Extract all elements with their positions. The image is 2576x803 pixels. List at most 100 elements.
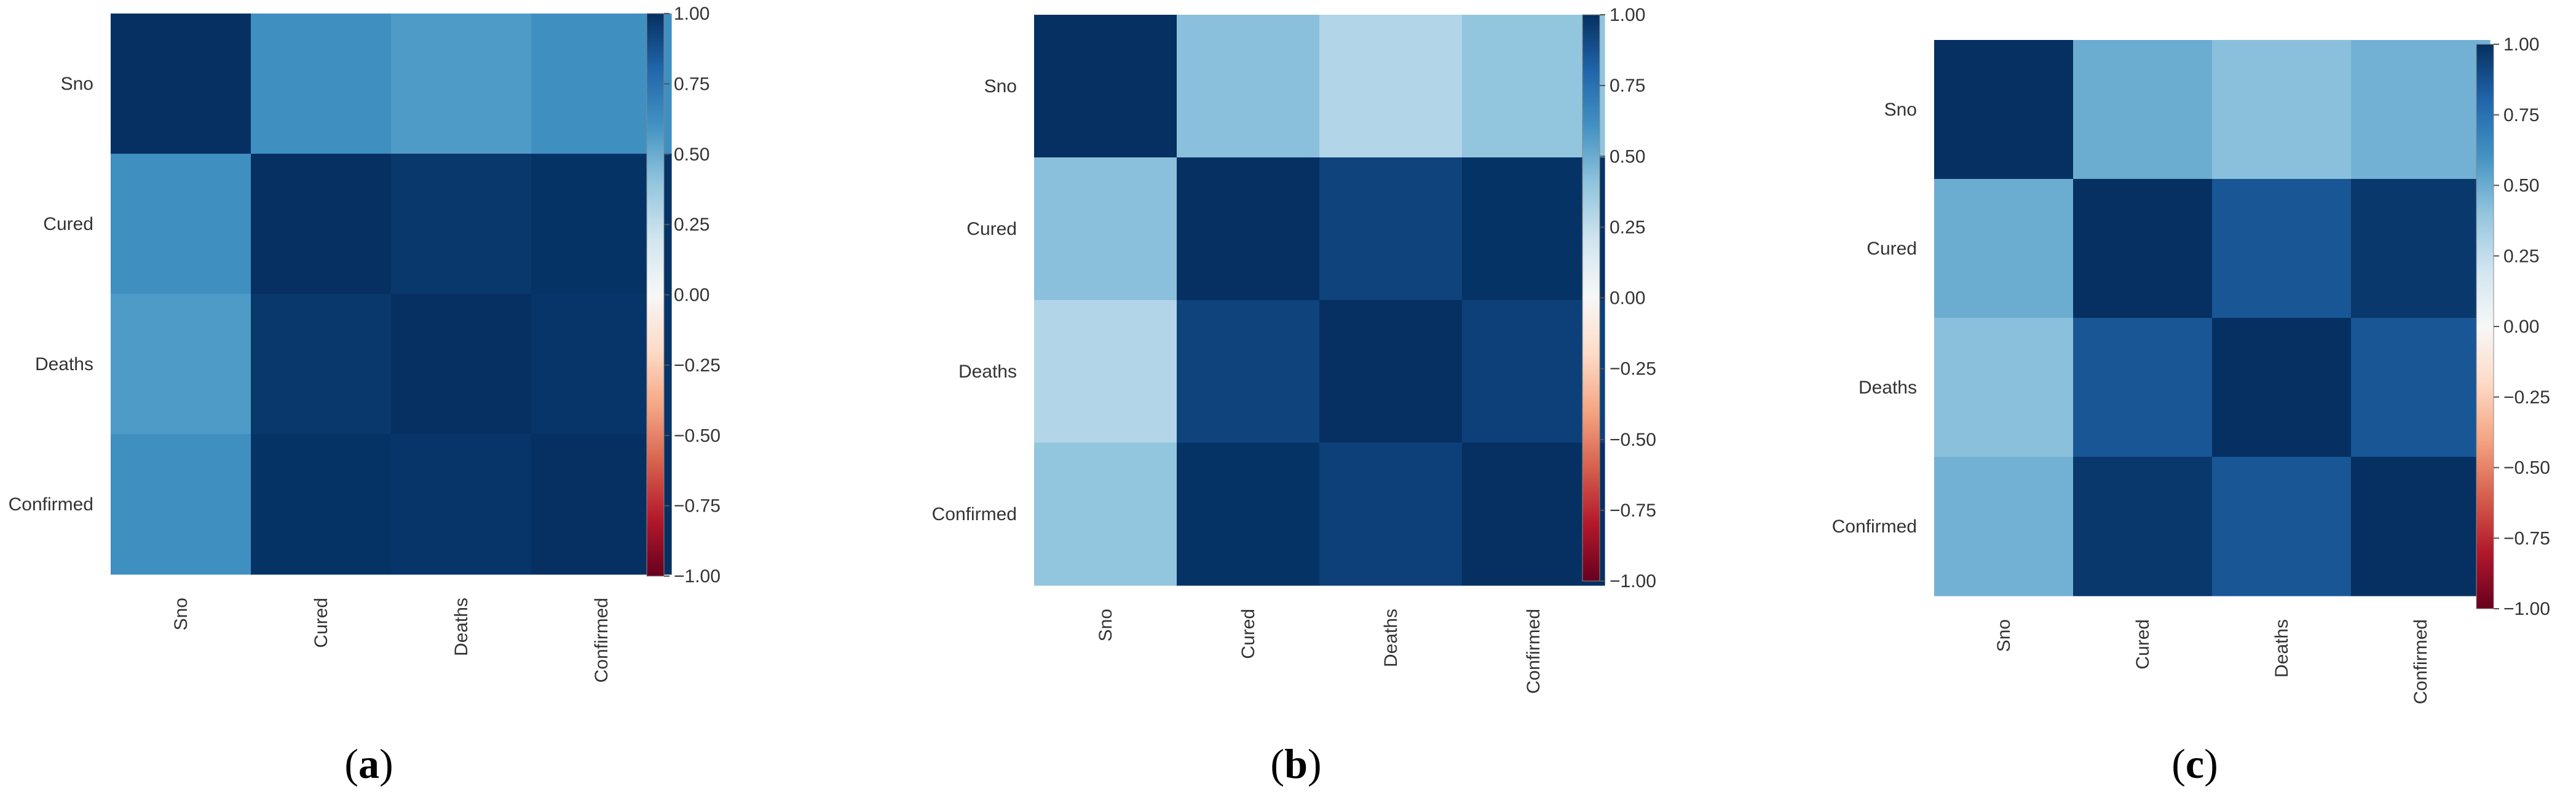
heatmap-cell-deaths-cured (251, 294, 392, 435)
heatmap-cell-confirmed-cured (1177, 443, 1320, 586)
colorbar-tick-label: 1.00 (1610, 5, 1645, 25)
colorbar-tick-label: 0.00 (2503, 317, 2539, 337)
y-tick-label: Sno (1884, 100, 1917, 120)
x-tick-label: Deaths (1381, 609, 1401, 667)
heatmap-cell-cured-confirmed (2351, 179, 2491, 318)
colorbar-tick-label: −0.25 (1610, 359, 1656, 379)
heatmap-cell-sno-cured (251, 14, 392, 154)
heatmap-cell-deaths-confirmed (2351, 318, 2491, 457)
colorbar-tick-label: 0.50 (1610, 146, 1645, 167)
y-tick-label: Sno (984, 76, 1017, 97)
colorbar-tick-label: 0.25 (674, 215, 709, 235)
colorbar-tick-label: −0.75 (1610, 500, 1656, 521)
heatmap-panel-c: Sno Cured Deaths Confirmed Sno Cured Deaths Con… (1832, 34, 2550, 787)
colorbar-tick-label: 0.25 (1610, 217, 1645, 237)
heatmap-cell-cured-deaths (1319, 157, 1463, 301)
heatmap-cell-deaths-confirmed (1462, 300, 1605, 443)
y-tick-label: Deaths (1859, 378, 1917, 398)
colorbar-tick-label: −0.25 (674, 355, 721, 376)
colorbar-tick-label: 0.00 (1610, 288, 1645, 309)
colorbar-tick-label: 0.25 (2503, 246, 2539, 266)
y-tick-label: Confirmed (932, 504, 1017, 524)
panel-label: (a) (344, 740, 393, 787)
x-tick-label: Cured (1238, 609, 1258, 659)
heatmap-cell-cured-cured (1177, 157, 1320, 301)
panel-label: (b) (1270, 740, 1321, 787)
heatmap-panel-a: Sno Cured Deaths Confirmed Sno Cured Deaths Con… (9, 4, 721, 787)
heatmap-cell-deaths-deaths (2212, 318, 2352, 457)
colorbar-tick-label: −0.25 (2503, 387, 2550, 408)
panel-label: (c) (2171, 740, 2218, 787)
heatmap-cell-confirmed-deaths (1319, 443, 1463, 586)
heatmap-cell-cured-sno (1034, 157, 1177, 301)
colorbar-tick-label: 0.00 (674, 285, 709, 306)
y-tick-label: Deaths (35, 354, 93, 374)
heatmap-cell-sno-confirmed (1462, 15, 1605, 158)
heatmap-cell-deaths-deaths (1319, 300, 1463, 443)
x-tick-label: Confirmed (1523, 609, 1544, 694)
heatmap-cell-deaths-deaths (391, 294, 532, 435)
heatmap-cell-cured-sno (1934, 179, 2074, 318)
heatmap-cell-sno-sno (111, 14, 251, 154)
colorbar-tick-label: −0.75 (2503, 528, 2550, 548)
colorbar-tick-label: 0.75 (674, 74, 709, 94)
y-tick-label: Cured (966, 219, 1017, 239)
heatmap-cell-confirmed-cured (251, 434, 392, 575)
colorbar-tick-label: −0.50 (674, 425, 721, 446)
heatmap-cell-confirmed-deaths (391, 434, 532, 575)
colorbar-tick-label: −0.50 (1610, 430, 1656, 450)
x-tick-label: Cured (2133, 619, 2153, 670)
colorbar-tick-label: 0.75 (1610, 76, 1645, 96)
colorbar-tick-label: 1.00 (674, 4, 709, 24)
colorbar-tick-label: −0.75 (674, 496, 721, 516)
heatmap-cell-sno-deaths (2212, 40, 2352, 180)
heatmap-cell-cured-confirmed (1462, 157, 1605, 301)
heatmap-cell-confirmed-sno (1034, 443, 1177, 586)
colorbar-tick-label: 0.50 (2503, 176, 2539, 196)
heatmap-cell-confirmed-cured (2073, 457, 2213, 596)
x-tick-label: Cured (311, 598, 331, 648)
colorbar-tick-label: −0.50 (2503, 458, 2550, 478)
heatmap-cell-confirmed-confirmed (2351, 457, 2491, 596)
y-tick-label: Confirmed (9, 494, 93, 515)
x-tick-label: Confirmed (591, 598, 612, 682)
heatmap-cell-cured-sno (111, 154, 251, 295)
y-tick-label: Sno (61, 74, 93, 94)
x-tick-label: Sno (1994, 619, 2014, 652)
heatmap-cell-cured-deaths (391, 154, 532, 295)
colorbar-tick-label: 0.75 (2503, 105, 2539, 125)
heatmap-cell-deaths-cured (2073, 318, 2213, 457)
heatmap-cell-sno-sno (1034, 15, 1177, 158)
y-tick-label: Deaths (958, 362, 1017, 382)
colorbar (1582, 14, 1600, 582)
y-tick-label: Cured (43, 214, 93, 234)
heatmap-cell-sno-cured (1177, 15, 1320, 158)
heatmap-panel-b: Sno Cured Deaths Confirmed Sno Cured Deaths Con… (932, 5, 1656, 787)
heatmap-cell-sno-deaths (391, 14, 532, 154)
x-tick-label: Confirmed (2411, 619, 2431, 704)
colorbar (646, 13, 665, 577)
heatmap-cell-cured-cured (251, 154, 392, 295)
y-tick-label: Confirmed (1832, 516, 1917, 537)
heatmap-cell-deaths-cured (1177, 300, 1320, 443)
heatmap-cell-sno-cured (2073, 40, 2213, 180)
y-tick-label: Cured (1867, 239, 1917, 259)
colorbar-tick-label: 1.00 (2503, 34, 2539, 55)
heatmap-cell-deaths-sno (111, 294, 251, 435)
heatmap-cell-confirmed-deaths (2212, 457, 2352, 596)
heatmap-cell-deaths-sno (1934, 318, 2074, 457)
colorbar (2476, 44, 2494, 609)
colorbar-tick-label: 0.50 (674, 144, 709, 165)
heatmap-cell-cured-cured (2073, 179, 2213, 318)
heatmap-cell-confirmed-confirmed (1462, 443, 1605, 586)
heatmap-cell-confirmed-sno (111, 434, 251, 575)
x-tick-label: Sno (171, 598, 191, 630)
x-tick-label: Sno (1096, 609, 1116, 641)
heatmap-cell-cured-deaths (2212, 179, 2352, 318)
heatmap-cell-sno-deaths (1319, 15, 1463, 158)
heatmap-cell-sno-sno (1934, 40, 2074, 180)
colorbar-tick-label: −1.00 (2503, 599, 2550, 619)
heatmap-cell-sno-confirmed (2351, 40, 2491, 180)
heatmap-cell-deaths-sno (1034, 300, 1177, 443)
